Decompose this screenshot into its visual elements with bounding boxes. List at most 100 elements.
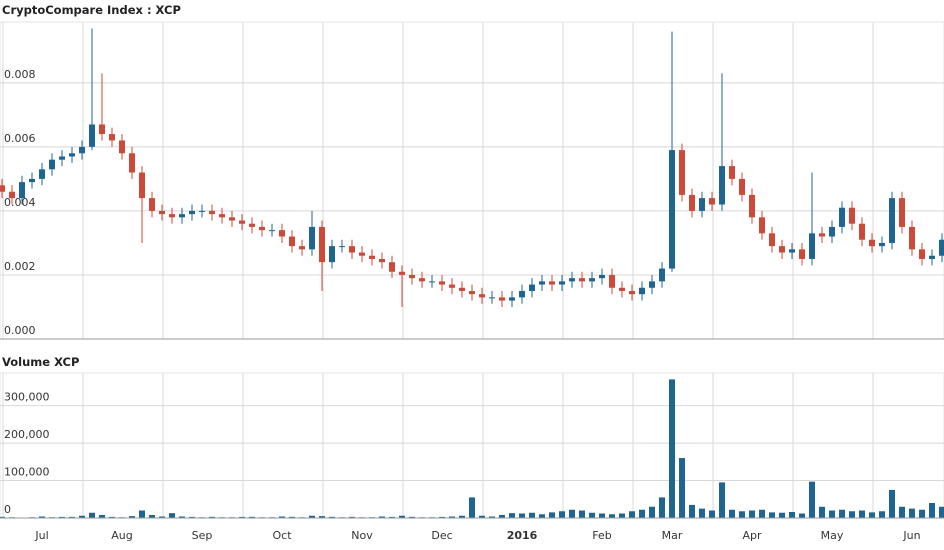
- candle-body: [59, 156, 65, 160]
- candle-body: [379, 258, 385, 263]
- volume-bar: [869, 512, 875, 518]
- x-tick-label: 2016: [507, 529, 538, 542]
- volume-bar: [799, 513, 805, 518]
- volume-bar: [129, 516, 135, 518]
- candle-body: [549, 281, 555, 285]
- volume-bar: [889, 489, 895, 518]
- volume-bar: [759, 509, 765, 518]
- candle-body: [919, 249, 925, 259]
- candle-body: [529, 284, 535, 291]
- candle-body: [19, 182, 25, 199]
- candle-body: [449, 284, 455, 288]
- candle-body: [269, 230, 275, 232]
- candle-body: [29, 178, 35, 183]
- candle-body: [849, 207, 855, 224]
- candle-body: [199, 210, 205, 212]
- y-tick-label: 0: [4, 503, 11, 516]
- volume-bar: [519, 513, 525, 518]
- volume-bar: [389, 516, 395, 518]
- volume-bar: [439, 516, 445, 518]
- volume-bar: [459, 515, 465, 518]
- volume-bar: [79, 515, 85, 518]
- candle-body: [99, 124, 105, 135]
- y-tick-label: 200,000: [4, 428, 50, 441]
- volume-bar: [559, 511, 565, 518]
- y-tick-label: 0.000: [4, 324, 36, 337]
- candle-body: [129, 153, 135, 173]
- volume-bar: [939, 506, 944, 518]
- volume-bar: [659, 497, 665, 518]
- volume-bar: [109, 516, 115, 518]
- volume-bar: [789, 512, 795, 518]
- volume-bar: [449, 516, 455, 518]
- volume-bar: [569, 509, 575, 518]
- volume-bar: [699, 508, 705, 518]
- volume-bar: [739, 511, 745, 518]
- candle-body: [579, 278, 585, 282]
- y-tick-label: 300,000: [4, 391, 50, 404]
- volume-bar: [0, 516, 5, 518]
- candle-body: [219, 214, 225, 218]
- volume-bar: [349, 516, 355, 518]
- volume-bar: [809, 481, 815, 518]
- candle-body: [79, 146, 85, 154]
- candle-body: [9, 191, 15, 199]
- volume-bar: [309, 515, 315, 518]
- volume-bar: [479, 515, 485, 518]
- volume-bar: [289, 516, 295, 518]
- candle-body: [189, 210, 195, 215]
- candle-body: [159, 210, 165, 215]
- candle-body: [109, 134, 115, 141]
- candle-body: [479, 294, 485, 298]
- candle-body: [499, 297, 505, 301]
- candle-body: [709, 198, 715, 205]
- volume-bar: [169, 513, 175, 518]
- y-tick-label: 0.002: [4, 260, 36, 273]
- volume-bar: [159, 516, 165, 518]
- volume-bar: [319, 516, 325, 518]
- volume-bar: [179, 516, 185, 518]
- candle-body: [909, 226, 915, 250]
- candle-body: [659, 268, 665, 282]
- y-tick-label: 100,000: [4, 466, 50, 479]
- candle-body: [399, 271, 405, 275]
- candle-body: [409, 274, 415, 279]
- volume-bar: [879, 511, 885, 518]
- volume-bar: [409, 516, 415, 518]
- volume-bar: [209, 516, 215, 518]
- candle-body: [69, 153, 75, 157]
- volume-bar: [549, 512, 555, 518]
- volume-bar: [689, 504, 695, 518]
- candle-body: [749, 194, 755, 218]
- x-tick-label: Mar: [662, 529, 683, 542]
- volume-bar: [69, 516, 75, 518]
- volume-bar: [89, 512, 95, 518]
- volume-bar: [469, 497, 475, 518]
- chart-title: Volume XCP: [2, 355, 79, 369]
- candle-body: [0, 185, 5, 192]
- volume-bar: [509, 513, 515, 518]
- volume-bar: [839, 509, 845, 518]
- volume-bar: [239, 516, 245, 518]
- volume-bar: [579, 510, 585, 518]
- candle-body: [729, 166, 735, 179]
- volume-bar: [629, 511, 635, 518]
- volume-bar: [489, 516, 495, 518]
- volume-bar: [539, 514, 545, 518]
- volume-bar: [719, 482, 725, 518]
- y-tick-label: 0.006: [4, 132, 36, 145]
- candle-body: [929, 255, 935, 259]
- volume-bar: [919, 509, 925, 518]
- volume-bar: [399, 515, 405, 518]
- volume-bar: [379, 516, 385, 518]
- volume-bar: [669, 379, 675, 518]
- x-tick-label: Dec: [431, 529, 452, 542]
- candle-body: [939, 239, 944, 256]
- candle-body: [339, 246, 345, 248]
- candle-body: [229, 217, 235, 221]
- volume-bar: [649, 506, 655, 518]
- candle-body: [239, 220, 245, 224]
- volume-bar: [899, 506, 905, 518]
- candle-body: [169, 214, 175, 218]
